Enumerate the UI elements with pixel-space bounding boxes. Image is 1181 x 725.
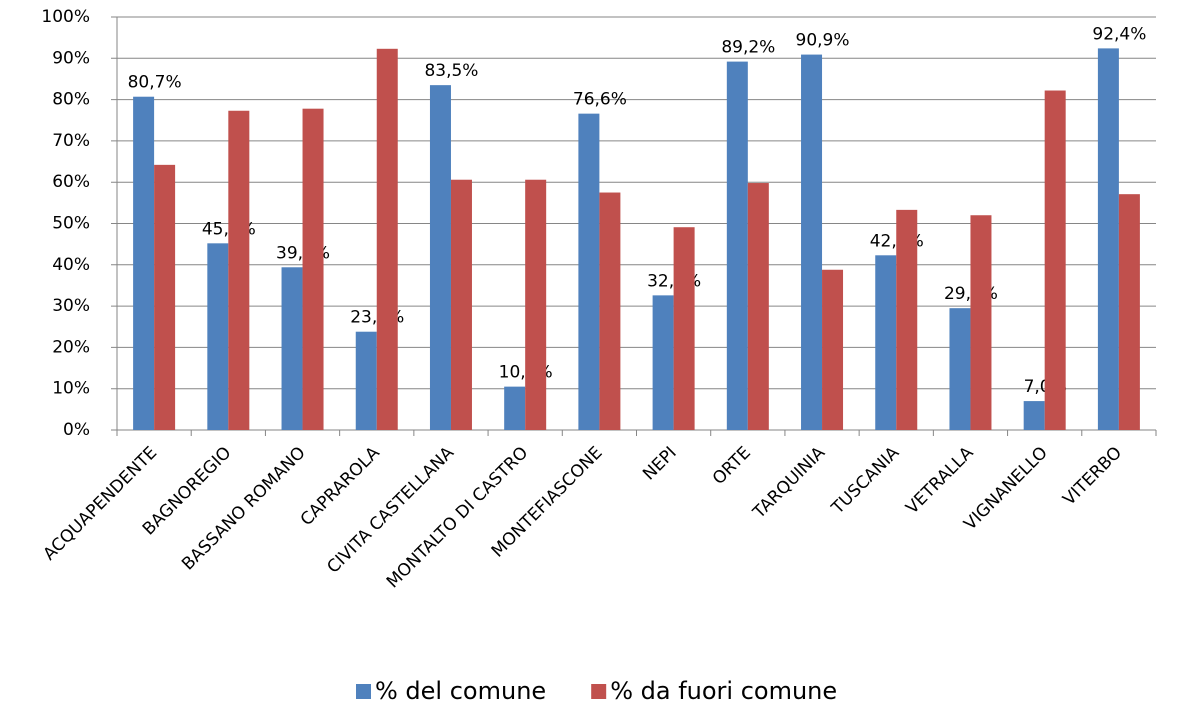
- bar: [949, 308, 971, 430]
- y-tick-label: 100%: [41, 7, 90, 27]
- bar: [875, 255, 897, 430]
- bar: [1118, 194, 1140, 430]
- bar: [355, 331, 377, 430]
- data-label: 83,5%: [424, 61, 478, 81]
- bar: [747, 183, 769, 430]
- bar: [970, 215, 992, 430]
- x-tick-label: NEPI: [639, 443, 681, 485]
- data-label: 92,4%: [1092, 24, 1146, 44]
- x-tick-label: TARQUINIA: [749, 443, 830, 524]
- bar: [281, 267, 303, 430]
- x-tick-label: TUSCANIA: [827, 443, 903, 519]
- bar: [154, 164, 176, 430]
- bar: [673, 227, 695, 430]
- bar: [599, 192, 621, 430]
- y-tick-label: 10%: [52, 379, 90, 399]
- data-label: 80,7%: [128, 73, 182, 93]
- data-label: 89,2%: [721, 38, 775, 58]
- y-tick-label: 60%: [52, 172, 90, 192]
- bar: [207, 243, 229, 430]
- y-tick-label: 30%: [52, 296, 90, 316]
- bar: [801, 54, 823, 430]
- x-tick-label: MONTALTO DI CASTRO: [383, 443, 532, 592]
- bar: [1023, 401, 1045, 430]
- y-tick-label: 40%: [52, 255, 90, 275]
- x-tick-label: CIVITA CASTELLANA: [323, 443, 458, 578]
- bar: [450, 179, 472, 430]
- bar: [504, 386, 526, 430]
- legend-swatch: [356, 684, 371, 699]
- y-tick-label: 0%: [63, 420, 90, 440]
- bar: [896, 209, 918, 430]
- y-tick-label: 50%: [52, 214, 90, 234]
- x-tick-label: VITERBO: [1059, 443, 1126, 510]
- y-tick-label: 80%: [52, 90, 90, 110]
- y-tick-label: 90%: [52, 48, 90, 68]
- bar: [726, 61, 748, 430]
- bar: [578, 113, 600, 430]
- bar: [302, 108, 324, 430]
- bar: [133, 96, 155, 431]
- bar: [652, 295, 674, 430]
- bar: [822, 269, 844, 430]
- bar: [1044, 90, 1066, 430]
- y-tick-label: 70%: [52, 131, 90, 151]
- x-tick-label: BASSANO ROMANO: [178, 443, 309, 574]
- legend-swatch: [591, 684, 607, 699]
- legend-label: % del comune: [375, 677, 546, 705]
- bar: [376, 48, 398, 431]
- x-tick-label: ACQUAPENDENTE: [40, 443, 162, 565]
- bar: [429, 85, 451, 431]
- data-label: 76,6%: [573, 90, 627, 110]
- bar: [525, 179, 547, 430]
- x-tick-label: VETRALLA: [902, 443, 978, 519]
- bar: [1097, 48, 1119, 430]
- legend-label: % da fuori comune: [610, 677, 837, 705]
- data-label: 90,9%: [796, 31, 850, 51]
- y-tick-label: 20%: [52, 337, 90, 357]
- x-tick-label: ORTE: [709, 443, 755, 489]
- bar: [228, 110, 250, 430]
